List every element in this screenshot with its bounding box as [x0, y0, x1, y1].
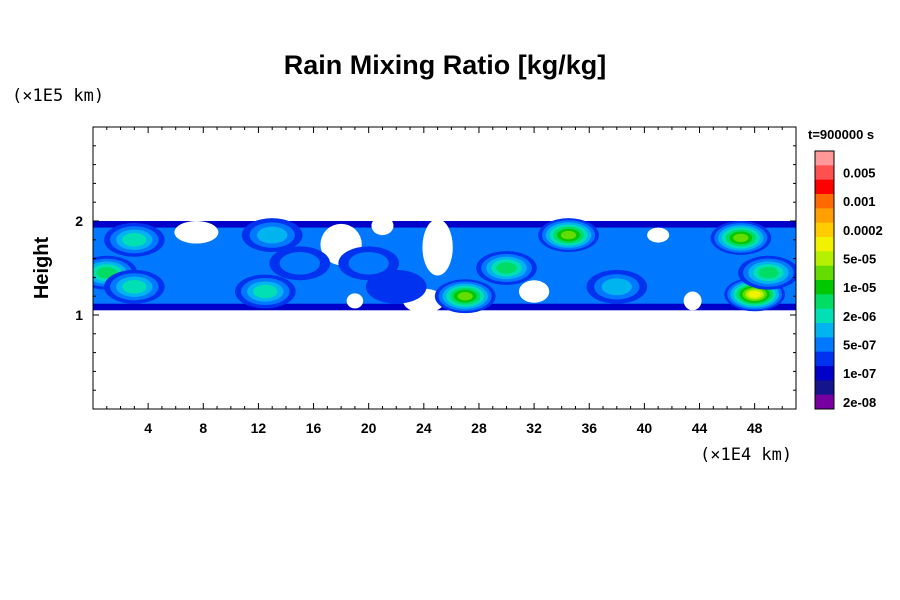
colorbar-frame [814, 150, 835, 410]
rain-core [122, 280, 147, 294]
rain-core [279, 252, 320, 275]
rain-core [560, 230, 577, 240]
x-tick-label: 48 [747, 420, 763, 436]
x-tick-label: 44 [692, 420, 708, 436]
colorbar-swatch [815, 222, 834, 238]
colorbar-label: 1e-07 [843, 366, 876, 381]
field-gap [518, 280, 550, 303]
rain-core [496, 262, 517, 274]
colorbar: 0.005 0.001 0.0002 5e-05 1e-05 2e-06 5e-07 1e-0… [814, 150, 883, 410]
colorbar-swatch [815, 394, 834, 410]
colorbar-label: 2e-06 [843, 309, 876, 324]
colorbar-label: 1e-05 [843, 280, 876, 295]
y-axis-label: Height [31, 237, 53, 300]
field-gap [174, 221, 219, 244]
x-tick-label: 8 [199, 420, 207, 436]
rain-core [365, 269, 427, 304]
colorbar-label: 0.001 [843, 194, 876, 209]
x-tick-label: 4 [144, 420, 152, 436]
colorbar-label: 2e-08 [843, 395, 876, 410]
rain-core [348, 252, 389, 275]
colorbar-swatch [815, 208, 834, 224]
field-gap [346, 293, 364, 309]
rain-core [457, 291, 473, 301]
x-axis: 4 8 12 16 20 24 28 32 36 40 44 48 [106, 127, 783, 436]
x-tick-label: 40 [637, 420, 653, 436]
x-tick-label: 24 [416, 420, 432, 436]
rain-core [601, 278, 632, 296]
x-tick-label: 16 [306, 420, 322, 436]
colorbar-label: 5e-07 [843, 338, 876, 353]
colorbar-swatch [815, 265, 834, 281]
chart-title: Rain Mixing Ratio [kg/kg] [284, 50, 607, 80]
x-unit-label: (×1E4 km) [700, 445, 792, 465]
x-tick-label: 12 [251, 420, 267, 436]
rain-core [733, 233, 749, 243]
colorbar-swatch [815, 237, 834, 252]
colorbar-label: 0.005 [843, 166, 876, 181]
y-tick-label: 2 [75, 213, 83, 229]
colorbar-swatch [815, 337, 834, 353]
colorbar-label: 5e-05 [843, 252, 876, 267]
colorbar-swatch [815, 380, 834, 396]
colorbar-swatch [815, 165, 834, 181]
colorbar-swatch [815, 151, 834, 166]
x-tick-label: 20 [361, 420, 377, 436]
colorbar-swatch [815, 179, 834, 195]
rain-field [93, 216, 796, 314]
y-axis: 12 [75, 145, 796, 391]
time-label: t=900000 s [808, 127, 874, 142]
field-gap [683, 291, 702, 311]
colorbar-swatch [815, 366, 834, 381]
colorbar-label: 0.0002 [843, 223, 883, 238]
x-tick-label: 28 [471, 420, 487, 436]
y-tick-label: 1 [75, 307, 83, 323]
x-tick-label: 36 [581, 420, 597, 436]
plot-frame [92, 126, 797, 410]
colorbar-swatch [815, 351, 834, 367]
colorbar-swatch [815, 323, 834, 338]
colorbar-swatch [815, 194, 834, 209]
rain-core [257, 226, 288, 244]
rain-core [748, 290, 761, 298]
y-unit-label: (×1E5 km) [12, 86, 104, 106]
field-gap [422, 219, 453, 276]
colorbar-swatch [815, 308, 834, 324]
colorbar-swatch [815, 280, 834, 295]
colorbar-swatch [815, 251, 834, 267]
field-gap [647, 227, 670, 243]
x-tick-label: 32 [526, 420, 542, 436]
rain-core [253, 284, 278, 299]
rain-core [122, 233, 147, 247]
rain-core [758, 267, 779, 279]
field-gap [371, 216, 394, 236]
colorbar-swatch [815, 294, 834, 310]
